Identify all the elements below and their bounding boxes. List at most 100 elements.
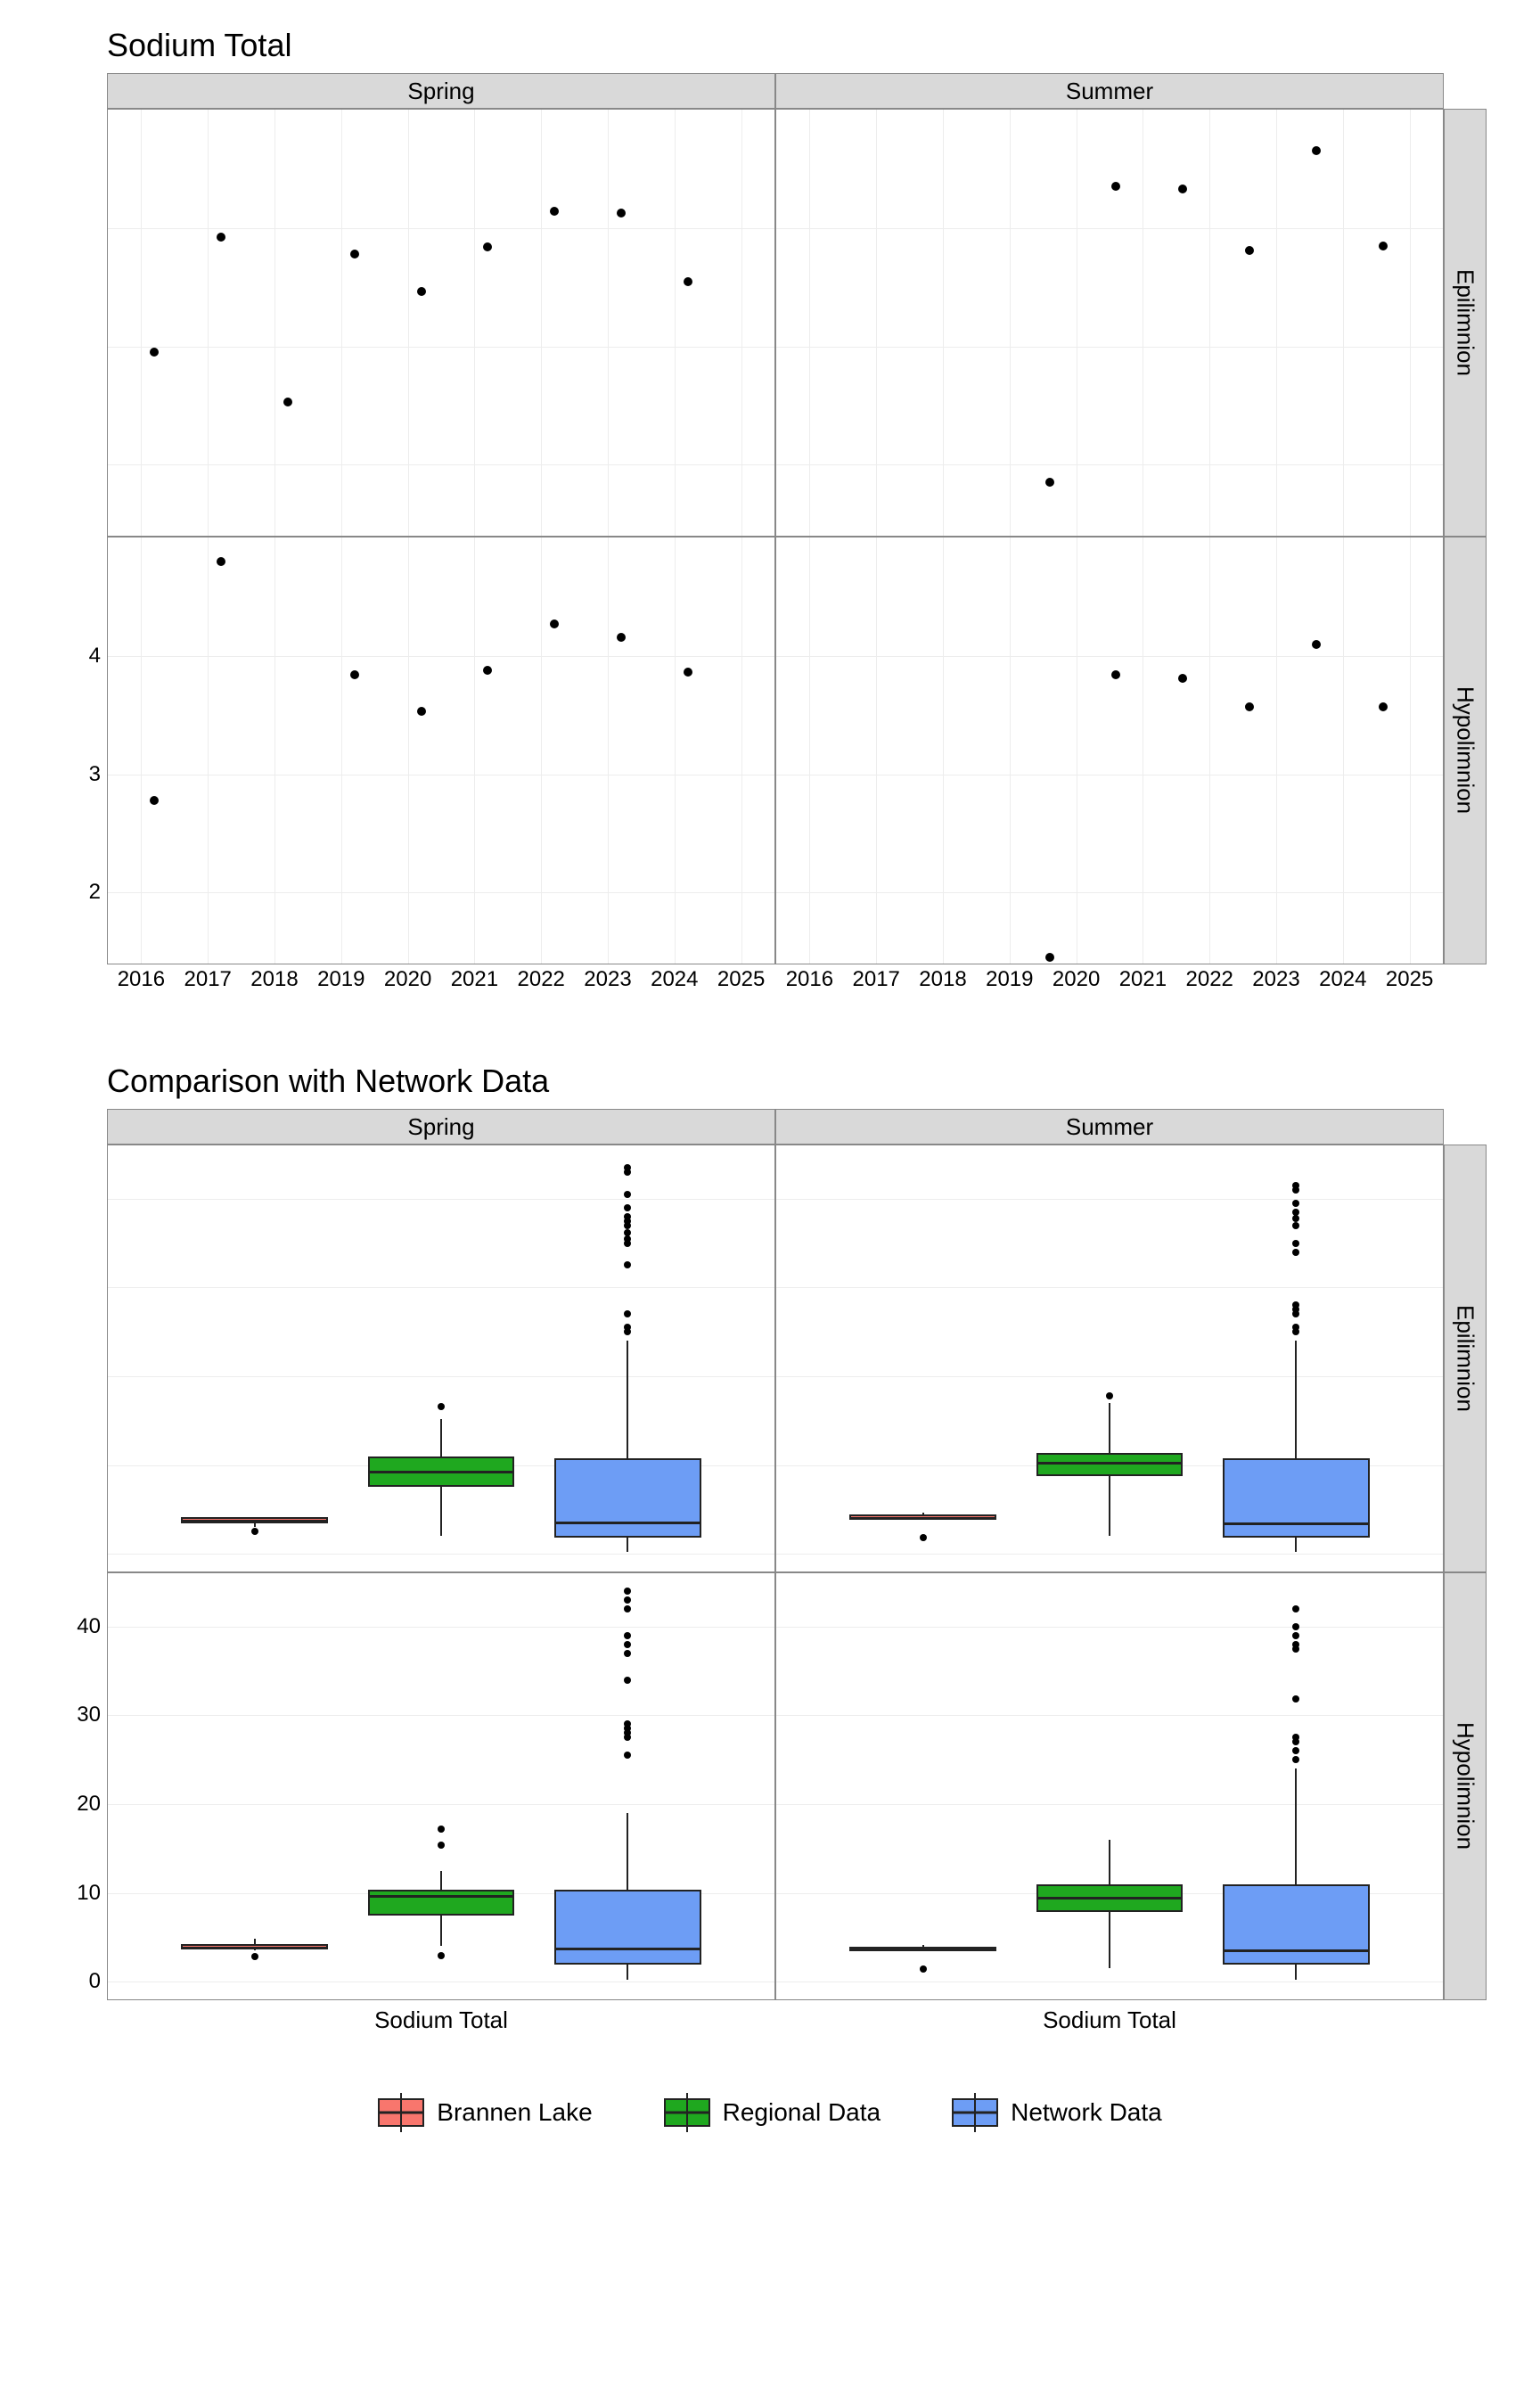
facet-row-epi: Epilimnion bbox=[1444, 109, 1487, 537]
outlier-point bbox=[920, 1965, 927, 1973]
facet-row-hypo: Hypolimnion bbox=[1444, 537, 1487, 964]
legend-item: Brannen Lake bbox=[378, 2098, 592, 2127]
outlier-point bbox=[1106, 1392, 1113, 1399]
data-point bbox=[617, 633, 626, 642]
legend: Brannen Lake Regional Data Network Data bbox=[53, 2098, 1487, 2127]
data-point bbox=[1245, 246, 1254, 255]
legend-key-icon bbox=[952, 2098, 998, 2127]
data-point bbox=[417, 287, 426, 296]
outlier-point bbox=[624, 1650, 631, 1657]
boxpanel-summer-hypo: Sodium Total bbox=[775, 1572, 1444, 2000]
legend-label: Brannen Lake bbox=[437, 2098, 592, 2127]
outlier-point bbox=[624, 1235, 631, 1243]
facet-col-summer: Summer bbox=[775, 73, 1444, 109]
data-point bbox=[1379, 242, 1388, 250]
outlier-point bbox=[1292, 1623, 1299, 1630]
outlier-point bbox=[624, 1229, 631, 1236]
outlier-point bbox=[1292, 1222, 1299, 1229]
outlier-point bbox=[624, 1605, 631, 1612]
legend-key-icon bbox=[664, 2098, 710, 2127]
data-point bbox=[217, 233, 225, 242]
data-point bbox=[1379, 702, 1388, 711]
outlier-point bbox=[1292, 1734, 1299, 1741]
outlier-point bbox=[1292, 1215, 1299, 1222]
data-point bbox=[1312, 640, 1321, 649]
data-point bbox=[483, 666, 492, 675]
outlier-point bbox=[1292, 1301, 1299, 1309]
data-point bbox=[350, 250, 359, 258]
boxpanel-spring-epi: 010203040 bbox=[107, 1145, 775, 1572]
outlier-point bbox=[624, 1204, 631, 1211]
boxplot-box bbox=[1223, 1458, 1370, 1539]
chart2-title: Comparison with Network Data bbox=[107, 1063, 1487, 1100]
data-point bbox=[1178, 185, 1187, 193]
outlier-point bbox=[624, 1588, 631, 1595]
outlier-point bbox=[624, 1641, 631, 1648]
outlier-point bbox=[624, 1596, 631, 1604]
outlier-point bbox=[624, 1677, 631, 1684]
data-point bbox=[150, 348, 159, 357]
outlier-point bbox=[624, 1191, 631, 1198]
outlier-point bbox=[251, 1528, 258, 1535]
outlier-point bbox=[1292, 1632, 1299, 1639]
data-point bbox=[483, 242, 492, 251]
chart1-title: Sodium Total bbox=[107, 27, 1487, 64]
facet2-row-hypo: Hypolimnion bbox=[1444, 1572, 1487, 2000]
outlier-point bbox=[624, 1310, 631, 1317]
scatter-facet-grid: Result (mg/L) Spring Summer 234 Epilimni… bbox=[53, 73, 1487, 1009]
data-point bbox=[684, 668, 692, 677]
data-point bbox=[684, 277, 692, 286]
data-point bbox=[1178, 674, 1187, 683]
outlier-point bbox=[624, 1752, 631, 1759]
legend-key-icon bbox=[378, 2098, 424, 2127]
outlier-point bbox=[438, 1842, 445, 1849]
outlier-point bbox=[624, 1324, 631, 1331]
outlier-point bbox=[624, 1213, 631, 1220]
outlier-point bbox=[438, 1952, 445, 1959]
facet-col-spring: Spring bbox=[107, 73, 775, 109]
outlier-point bbox=[1292, 1200, 1299, 1207]
outlier-point bbox=[1292, 1747, 1299, 1754]
data-point bbox=[417, 707, 426, 716]
outlier-point bbox=[1292, 1695, 1299, 1703]
outlier-point bbox=[438, 1403, 445, 1410]
data-point bbox=[1111, 670, 1120, 679]
boxplot-box bbox=[368, 1890, 515, 1916]
data-point bbox=[617, 209, 626, 217]
panel-summer-epi bbox=[775, 109, 1444, 537]
legend-label: Network Data bbox=[1011, 2098, 1162, 2127]
outlier-point bbox=[1292, 1324, 1299, 1331]
data-point bbox=[217, 557, 225, 566]
data-point bbox=[1245, 702, 1254, 711]
legend-item: Network Data bbox=[952, 2098, 1162, 2127]
data-point bbox=[550, 207, 559, 216]
outlier-point bbox=[624, 1720, 631, 1727]
panel-spring-hypo: 2342016201720182019202020212022202320242… bbox=[107, 537, 775, 964]
outlier-point bbox=[1292, 1249, 1299, 1256]
boxplot-box bbox=[554, 1458, 701, 1539]
facet2-col-summer: Summer bbox=[775, 1109, 1444, 1145]
outlier-point bbox=[1292, 1182, 1299, 1189]
data-point bbox=[350, 670, 359, 679]
data-point bbox=[283, 398, 292, 406]
facet2-row-epi: Epilimnion bbox=[1444, 1145, 1487, 1572]
outlier-point bbox=[1292, 1240, 1299, 1247]
data-point bbox=[550, 620, 559, 628]
outlier-point bbox=[624, 1632, 631, 1639]
panel-spring-epi: 234 bbox=[107, 109, 775, 537]
outlier-point bbox=[1292, 1641, 1299, 1648]
data-point bbox=[1111, 182, 1120, 191]
data-point bbox=[1045, 953, 1054, 962]
panel-summer-hypo: 2016201720182019202020212022202320242025 bbox=[775, 537, 1444, 964]
outlier-point bbox=[1292, 1209, 1299, 1216]
boxplot-box bbox=[1223, 1884, 1370, 1965]
outlier-point bbox=[251, 1953, 258, 1960]
legend-item: Regional Data bbox=[664, 2098, 881, 2127]
data-point bbox=[1312, 146, 1321, 155]
boxpanel-spring-hypo: 010203040Sodium Total bbox=[107, 1572, 775, 2000]
boxplot-box bbox=[554, 1890, 701, 1965]
facet2-col-spring: Spring bbox=[107, 1109, 775, 1145]
boxplot-box bbox=[1036, 1453, 1184, 1477]
data-point bbox=[1045, 478, 1054, 487]
outlier-point bbox=[624, 1261, 631, 1268]
